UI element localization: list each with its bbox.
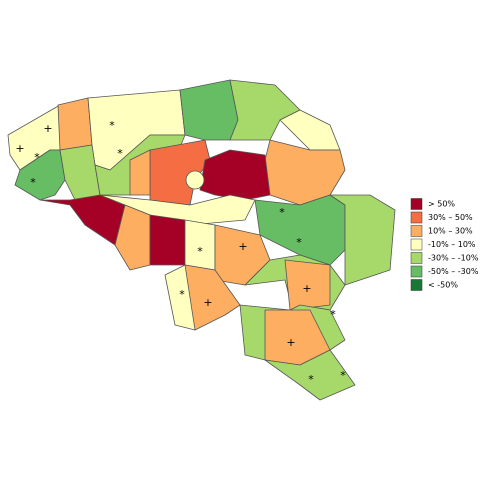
legend-label: 10% – 30% bbox=[428, 227, 473, 236]
legend-label: -30% – -10% bbox=[428, 254, 479, 263]
region bbox=[284, 259, 331, 311]
marker: * bbox=[340, 369, 346, 382]
marker: + bbox=[43, 122, 52, 135]
legend-swatch bbox=[410, 279, 423, 291]
marker: * bbox=[197, 245, 203, 258]
marker: + bbox=[302, 282, 311, 295]
marker: + bbox=[238, 240, 247, 253]
region bbox=[264, 349, 356, 401]
region bbox=[39, 194, 126, 246]
legend-label: 30% – 50% bbox=[428, 213, 473, 222]
region bbox=[199, 149, 271, 201]
legend-label: -50% – -30% bbox=[428, 267, 479, 276]
legend-swatch bbox=[410, 265, 423, 278]
region bbox=[179, 79, 239, 141]
legend-swatch bbox=[410, 211, 423, 224]
region bbox=[329, 194, 396, 286]
marker: * bbox=[34, 151, 40, 164]
legend-label: -10% – 10% bbox=[428, 240, 476, 249]
marker: * bbox=[109, 119, 115, 132]
region bbox=[149, 214, 186, 266]
region bbox=[279, 109, 341, 151]
region bbox=[14, 149, 66, 201]
marker: * bbox=[279, 206, 285, 219]
legend-swatch bbox=[410, 225, 423, 237]
legend-swatch bbox=[410, 252, 423, 264]
marker: * bbox=[296, 236, 302, 249]
legend-label: > 50% bbox=[428, 200, 455, 209]
marker: * bbox=[117, 147, 123, 160]
region bbox=[254, 194, 346, 266]
marker: + bbox=[286, 336, 295, 349]
legend: > 50% 30% – 50% 10% – 30% -10% – 10% -30% – … bbox=[410, 198, 479, 291]
region bbox=[129, 149, 151, 196]
region bbox=[184, 264, 241, 331]
regions bbox=[7, 79, 396, 401]
region bbox=[114, 204, 151, 271]
marker: + bbox=[203, 296, 212, 309]
marker: * bbox=[330, 308, 336, 321]
legend-swatch bbox=[410, 238, 423, 251]
marker: + bbox=[15, 142, 24, 155]
legend-swatch bbox=[410, 198, 423, 210]
legend-label: < -50% bbox=[428, 281, 458, 290]
marker: * bbox=[179, 288, 185, 301]
brussels bbox=[185, 170, 205, 190]
region bbox=[149, 139, 211, 206]
markers: + + * * * * * * + * * + + * + * * bbox=[15, 119, 346, 386]
region bbox=[229, 79, 301, 141]
region bbox=[57, 97, 93, 151]
marker: * bbox=[308, 373, 314, 386]
marker: * bbox=[30, 176, 36, 189]
